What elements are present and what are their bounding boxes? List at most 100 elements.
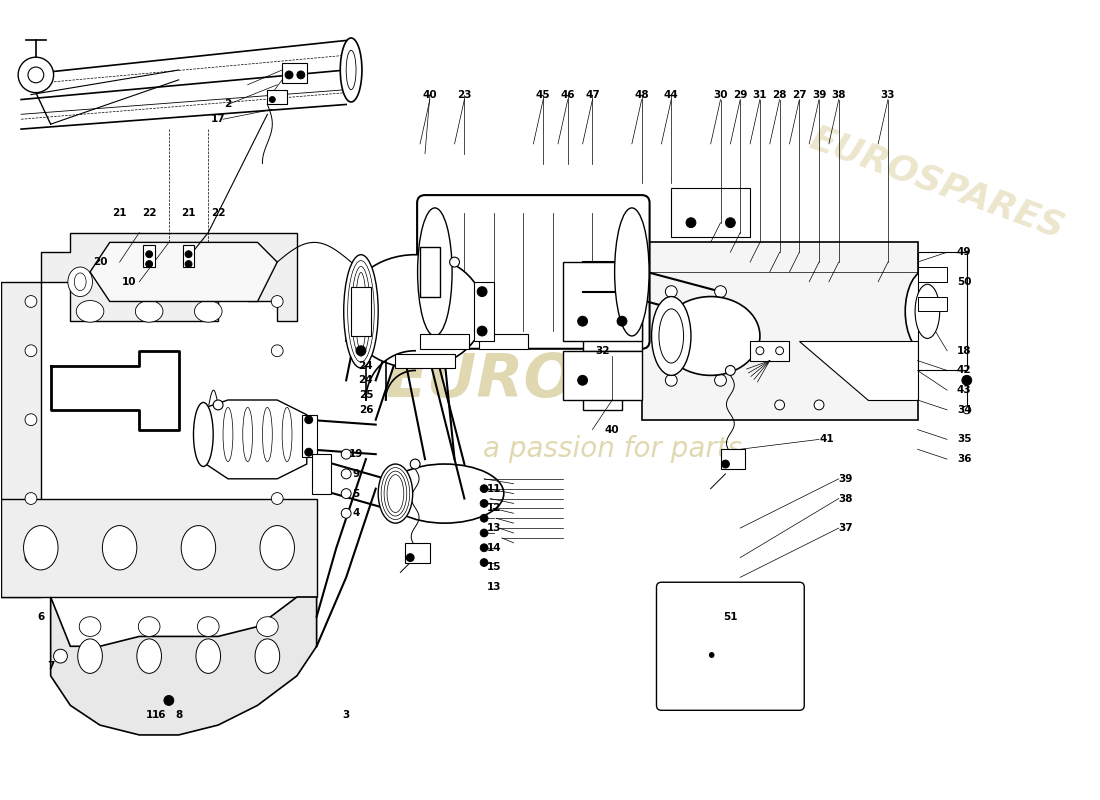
- Text: 4: 4: [352, 508, 360, 518]
- Circle shape: [481, 499, 488, 507]
- Text: 14: 14: [486, 542, 502, 553]
- Ellipse shape: [418, 208, 452, 336]
- Text: 37: 37: [838, 523, 854, 533]
- Circle shape: [406, 554, 415, 562]
- Circle shape: [814, 400, 824, 410]
- Circle shape: [54, 650, 67, 663]
- Polygon shape: [800, 341, 917, 400]
- Ellipse shape: [256, 617, 278, 637]
- Text: 26: 26: [359, 405, 373, 415]
- FancyBboxPatch shape: [657, 582, 804, 710]
- Circle shape: [686, 218, 696, 228]
- Circle shape: [25, 414, 37, 426]
- Text: 40: 40: [605, 425, 619, 434]
- Text: 24: 24: [359, 375, 373, 386]
- Text: 35: 35: [957, 434, 971, 445]
- Text: 20: 20: [92, 257, 107, 267]
- Text: 16: 16: [152, 710, 166, 720]
- Text: 36: 36: [957, 454, 971, 464]
- Circle shape: [213, 400, 223, 410]
- Text: 11: 11: [486, 484, 502, 494]
- Ellipse shape: [117, 267, 142, 297]
- Ellipse shape: [216, 267, 240, 297]
- Circle shape: [617, 316, 627, 326]
- Circle shape: [962, 406, 970, 414]
- Circle shape: [666, 374, 678, 386]
- Text: 15: 15: [486, 562, 502, 573]
- Circle shape: [725, 366, 735, 375]
- Text: 49: 49: [957, 247, 971, 258]
- Circle shape: [481, 558, 488, 566]
- Text: 43: 43: [957, 385, 971, 395]
- Bar: [563, 262, 641, 341]
- Ellipse shape: [386, 464, 504, 523]
- Ellipse shape: [139, 617, 159, 637]
- Circle shape: [164, 695, 174, 706]
- Ellipse shape: [123, 273, 135, 290]
- Circle shape: [481, 485, 488, 493]
- Ellipse shape: [196, 639, 221, 674]
- Bar: [267, 90, 287, 105]
- Text: 28: 28: [772, 90, 786, 100]
- Bar: [750, 341, 790, 361]
- Circle shape: [341, 489, 351, 498]
- Polygon shape: [735, 631, 774, 676]
- Circle shape: [145, 261, 153, 267]
- Circle shape: [725, 218, 735, 228]
- Circle shape: [756, 347, 763, 354]
- Circle shape: [25, 345, 37, 357]
- Bar: [720, 450, 745, 469]
- Text: 42: 42: [957, 366, 971, 375]
- Bar: [420, 334, 470, 349]
- Circle shape: [272, 493, 283, 505]
- Bar: [917, 252, 967, 370]
- Text: 5: 5: [352, 489, 360, 498]
- Ellipse shape: [915, 284, 939, 338]
- Polygon shape: [198, 400, 307, 479]
- Ellipse shape: [23, 526, 58, 570]
- Circle shape: [305, 416, 312, 424]
- Circle shape: [776, 347, 783, 354]
- Polygon shape: [1, 233, 297, 597]
- Circle shape: [410, 459, 420, 469]
- Polygon shape: [90, 242, 277, 302]
- Circle shape: [272, 414, 283, 426]
- Text: 13: 13: [486, 582, 502, 592]
- Text: 27: 27: [792, 90, 806, 100]
- Text: 22: 22: [142, 208, 156, 218]
- Circle shape: [185, 250, 192, 258]
- Polygon shape: [681, 631, 735, 681]
- Bar: [917, 267, 947, 282]
- Bar: [301, 414, 317, 457]
- Ellipse shape: [75, 273, 86, 290]
- Bar: [671, 188, 750, 238]
- Circle shape: [341, 450, 351, 459]
- Circle shape: [341, 469, 351, 479]
- Bar: [474, 282, 494, 341]
- Text: 7: 7: [47, 661, 54, 671]
- Text: 40: 40: [422, 90, 437, 100]
- Bar: [143, 246, 155, 267]
- Text: 32: 32: [595, 346, 609, 356]
- Text: 10: 10: [122, 277, 136, 286]
- Text: 22: 22: [211, 208, 226, 218]
- Text: 21: 21: [182, 208, 196, 218]
- Circle shape: [28, 67, 44, 82]
- Circle shape: [305, 448, 312, 456]
- Bar: [641, 242, 917, 420]
- Ellipse shape: [68, 267, 92, 297]
- Circle shape: [341, 508, 351, 518]
- Circle shape: [272, 295, 283, 307]
- Text: 34: 34: [957, 405, 971, 415]
- Circle shape: [450, 257, 460, 267]
- Bar: [395, 354, 454, 369]
- Ellipse shape: [135, 301, 163, 322]
- Bar: [405, 543, 430, 562]
- Ellipse shape: [173, 273, 185, 290]
- Polygon shape: [51, 597, 317, 735]
- Polygon shape: [140, 366, 178, 414]
- Ellipse shape: [166, 267, 191, 297]
- Circle shape: [715, 374, 726, 386]
- Circle shape: [578, 316, 587, 326]
- Text: 3: 3: [342, 710, 350, 720]
